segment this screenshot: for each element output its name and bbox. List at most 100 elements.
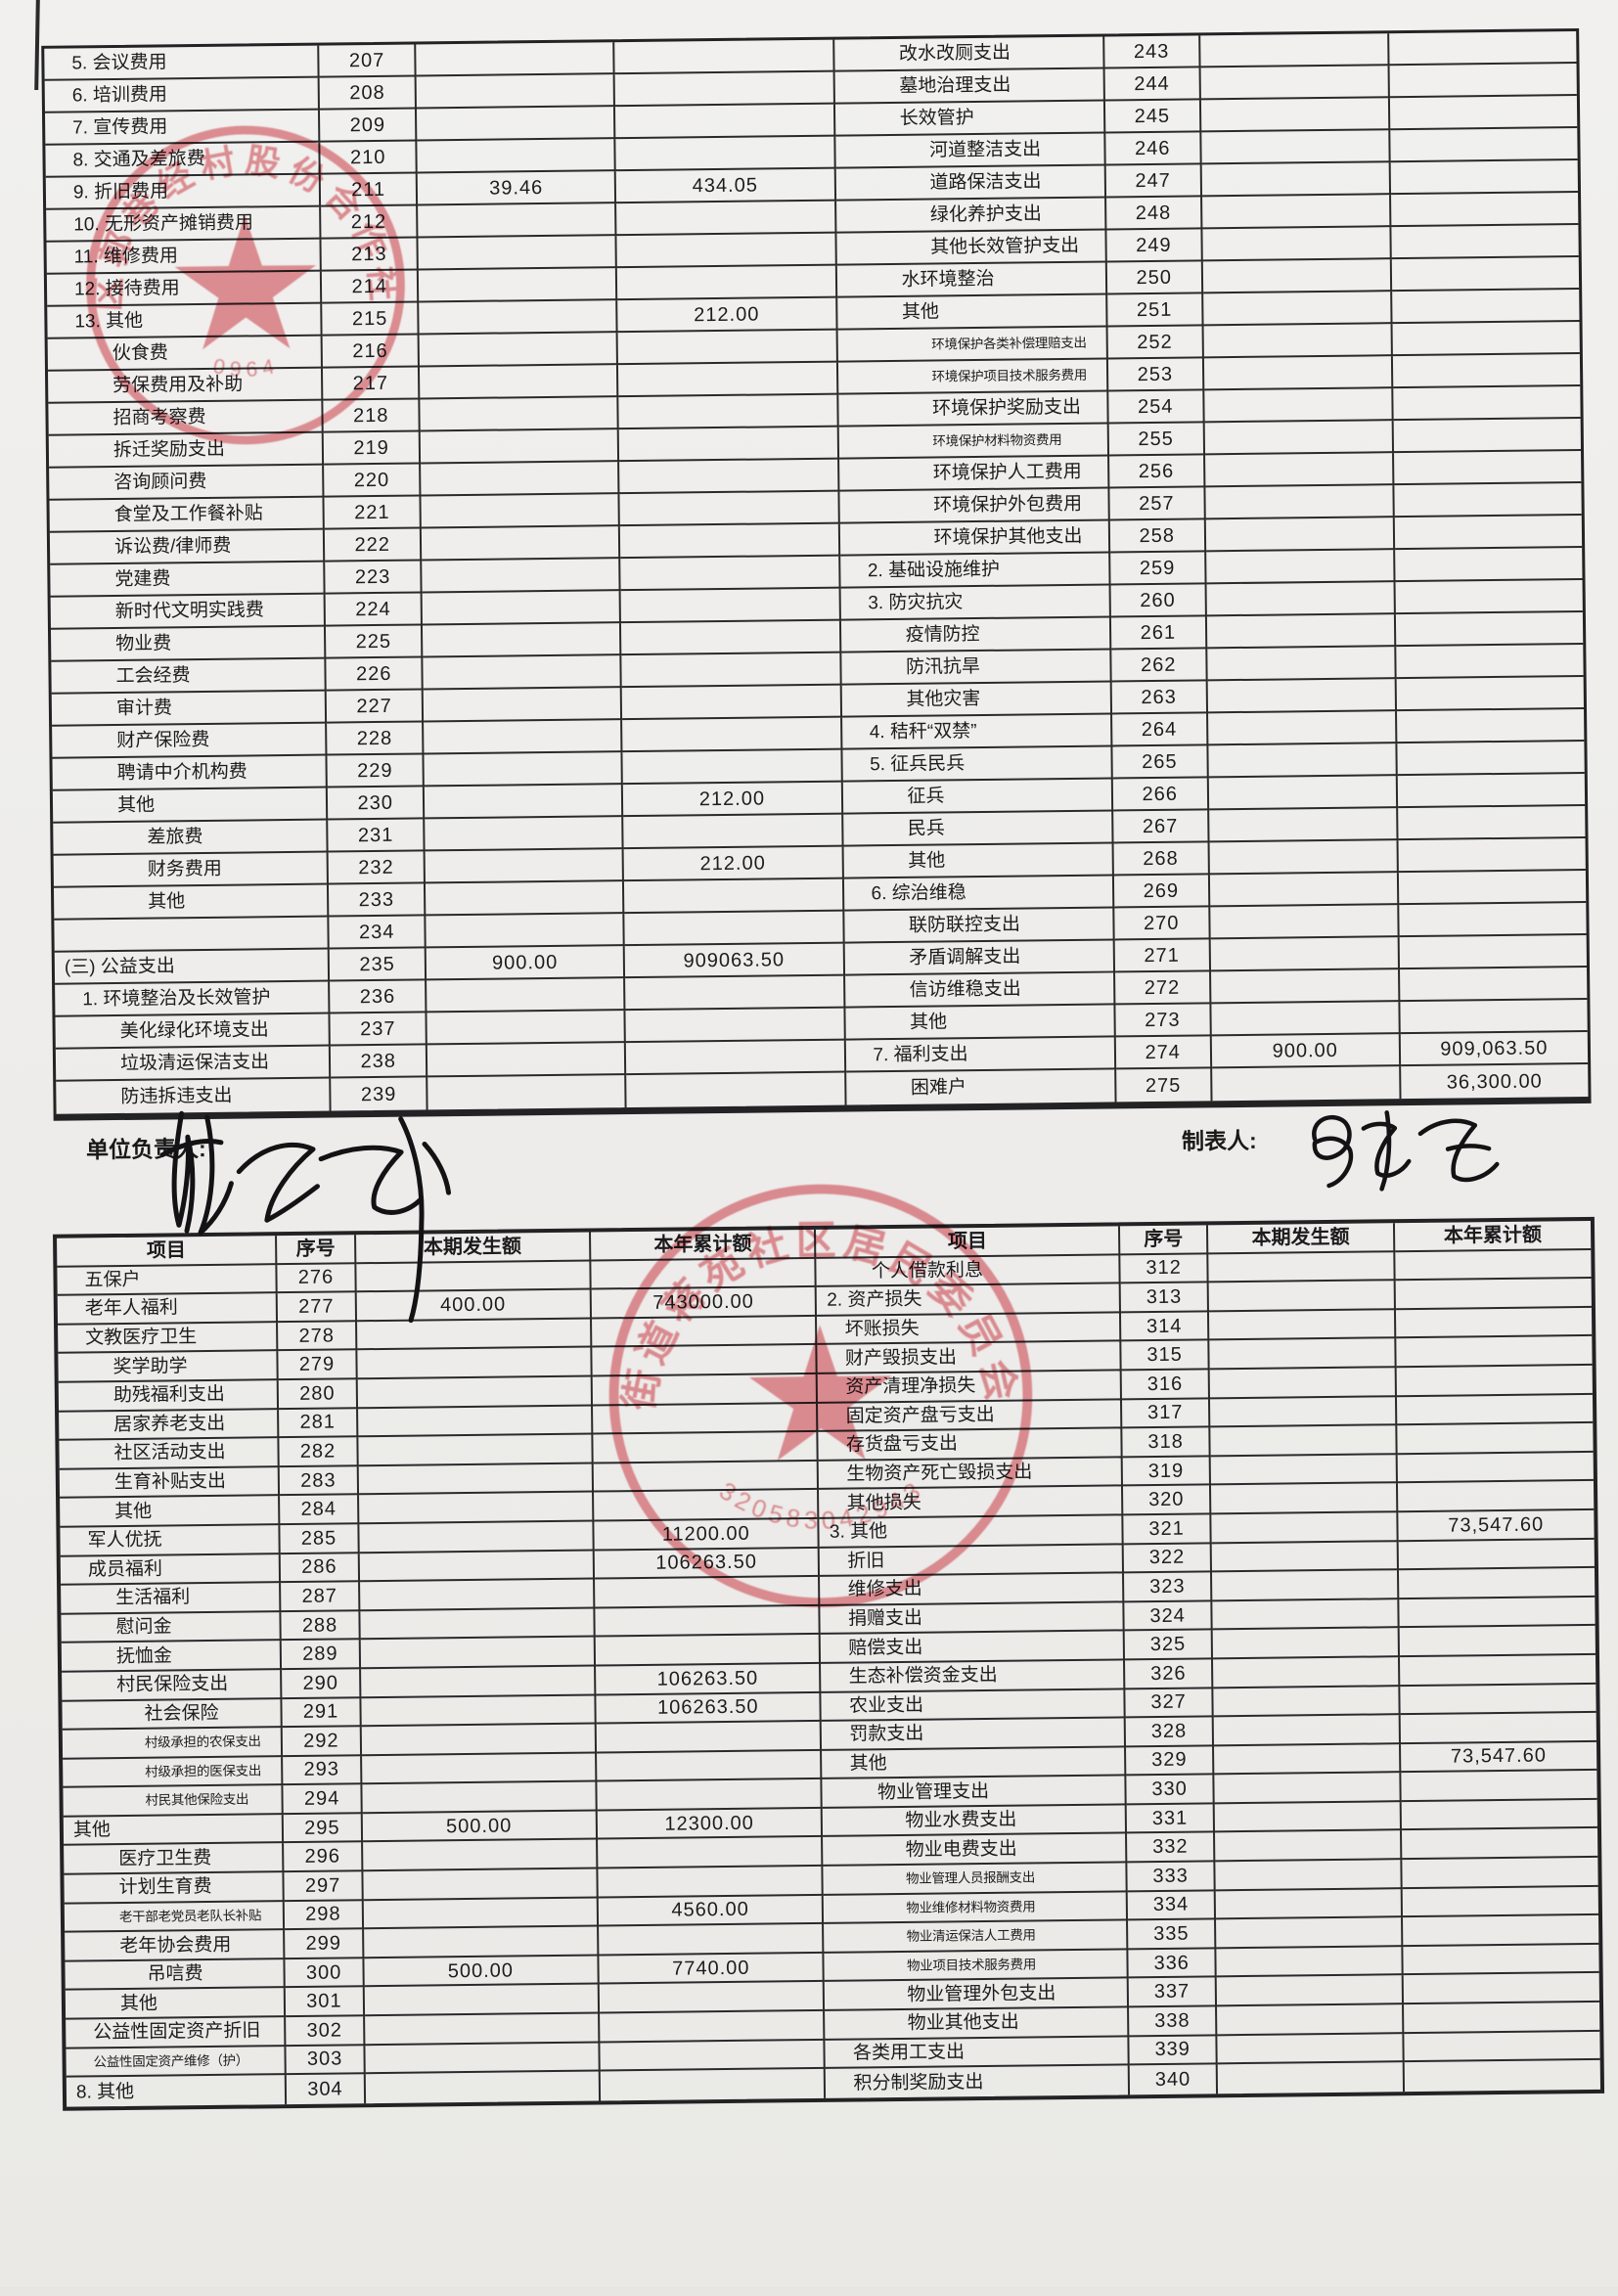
current-amount-cell (418, 203, 617, 239)
item-cell: 6. 综治维稳 (843, 876, 1114, 912)
current-amount-cell (1213, 1686, 1401, 1718)
current-amount-cell (1210, 969, 1401, 1005)
seal-code: 0964 (211, 353, 282, 382)
current-amount-cell (359, 1579, 596, 1611)
seq-cell: 318 (1122, 1427, 1211, 1459)
item-cell: 绿化养护支出 (835, 198, 1107, 234)
cumulative-amount-cell (625, 1008, 846, 1044)
cumulative-amount-cell: 909063.50 (625, 943, 845, 979)
seq-cell: 314 (1121, 1312, 1210, 1342)
cumulative-amount-cell (597, 1779, 824, 1812)
current-amount-cell (1212, 1628, 1400, 1660)
cumulative-amount-cell (1403, 2031, 1600, 2063)
item-cell: 7. 福利支出 (845, 1037, 1116, 1073)
current-amount-cell (422, 559, 621, 594)
cumulative-amount-cell (621, 620, 841, 656)
cumulative-amount-cell (621, 653, 842, 689)
cumulative-amount-cell (623, 814, 844, 850)
seq-cell: 319 (1122, 1457, 1212, 1487)
seq-cell: 316 (1121, 1370, 1211, 1400)
item-cell: 美化绿化环境支出 (55, 1013, 332, 1050)
cumulative-amount-cell (1400, 999, 1588, 1035)
cumulative-amount-cell (616, 233, 837, 269)
item-cell: 信访维稳支出 (844, 972, 1116, 1009)
seq-cell: 238 (331, 1045, 428, 1079)
item-cell: 环境保护项目技术服务费用 (837, 359, 1108, 395)
cumulative-amount-cell (620, 588, 841, 624)
current-amount-cell (418, 236, 618, 271)
current-amount-cell: 900.00 (426, 946, 626, 981)
seq-cell: 290 (282, 1669, 361, 1699)
current-amount-cell (1207, 679, 1397, 714)
cumulative-amount-cell (1403, 1973, 1599, 2005)
current-amount-cell (424, 720, 623, 755)
seq-cell: 254 (1107, 390, 1205, 425)
item-cell: 慰问金 (61, 1611, 283, 1644)
seq-cell: 331 (1126, 1804, 1216, 1834)
item-cell (54, 917, 330, 953)
cumulative-amount-cell: 106263.50 (596, 1663, 822, 1696)
seq-cell: 279 (278, 1350, 358, 1381)
cumulative-amount-cell (1396, 1394, 1594, 1426)
seq-cell: 271 (1114, 939, 1211, 973)
cumulative-amount-cell (1399, 1654, 1596, 1687)
current-amount-cell (356, 1347, 593, 1380)
cumulative-amount-cell (620, 523, 840, 560)
cumulative-amount-cell (624, 911, 845, 947)
column-header-seq: 序号 (1120, 1225, 1209, 1255)
seq-cell: 237 (330, 1013, 428, 1047)
current-amount-cell (1210, 1396, 1397, 1428)
seq-cell: 315 (1121, 1340, 1210, 1372)
seq-cell: 292 (283, 1727, 362, 1757)
current-amount-cell (357, 1376, 594, 1409)
cumulative-amount-cell (1392, 322, 1580, 357)
item-cell: 军人优抚 (60, 1525, 282, 1557)
current-amount-cell (357, 1434, 594, 1466)
current-amount-cell (1211, 1512, 1399, 1544)
item-cell: 各类用工支出 (825, 2036, 1130, 2070)
seq-cell: 246 (1104, 132, 1202, 166)
seq-cell: 328 (1125, 1717, 1215, 1748)
current-amount-cell (1206, 614, 1397, 650)
seq-cell: 234 (329, 916, 427, 950)
cumulative-amount-cell (615, 104, 835, 140)
seq-cell: 289 (282, 1640, 361, 1671)
item-cell: 生育补贴支出 (59, 1466, 281, 1500)
item-cell: 工会经费 (51, 658, 327, 695)
item-cell: 医疗卫生费 (64, 1843, 285, 1875)
item-cell: 罚款支出 (822, 1718, 1127, 1751)
cumulative-amount-cell (617, 265, 837, 301)
seq-cell: 228 (327, 722, 425, 756)
item-cell: 河道整洁支出 (834, 133, 1106, 169)
current-amount-cell (425, 785, 624, 820)
cumulative-amount-cell (1402, 1944, 1599, 1976)
cumulative-amount-cell (1395, 1336, 1593, 1369)
seq-cell: 256 (1108, 455, 1206, 489)
current-amount-cell (427, 978, 626, 1013)
cumulative-amount-cell (595, 1635, 822, 1667)
responsible-person-signature (159, 1110, 452, 1324)
item-cell: 物业维修材料物资费用 (824, 1892, 1129, 1925)
cumulative-amount-cell (1392, 290, 1580, 325)
current-amount-cell (1214, 1773, 1402, 1805)
item-cell: 其他 (822, 1747, 1127, 1780)
current-amount-cell (1211, 1541, 1399, 1573)
current-amount-cell (362, 1868, 599, 1901)
cumulative-amount-cell (614, 71, 835, 108)
item-cell: 物业项目技术服务费用 (824, 1950, 1129, 1983)
seq-cell: 302 (286, 2016, 366, 2047)
seq-cell: 252 (1107, 326, 1204, 360)
current-amount-cell (1217, 2033, 1405, 2065)
current-amount-cell (420, 365, 619, 400)
seq-cell: 326 (1125, 1659, 1214, 1689)
item-cell: 物业费 (50, 626, 327, 662)
current-amount-cell (1209, 1368, 1397, 1399)
cumulative-amount-cell (1390, 160, 1579, 196)
seq-cell: 275 (1115, 1068, 1213, 1103)
current-amount-cell (423, 688, 623, 723)
seq-cell: 338 (1129, 2006, 1218, 2037)
item-cell: 物业管理外包支出 (825, 1978, 1130, 2011)
current-amount-cell (1216, 1975, 1404, 2007)
column-header-current: 本期发生额 (1208, 1223, 1395, 1254)
